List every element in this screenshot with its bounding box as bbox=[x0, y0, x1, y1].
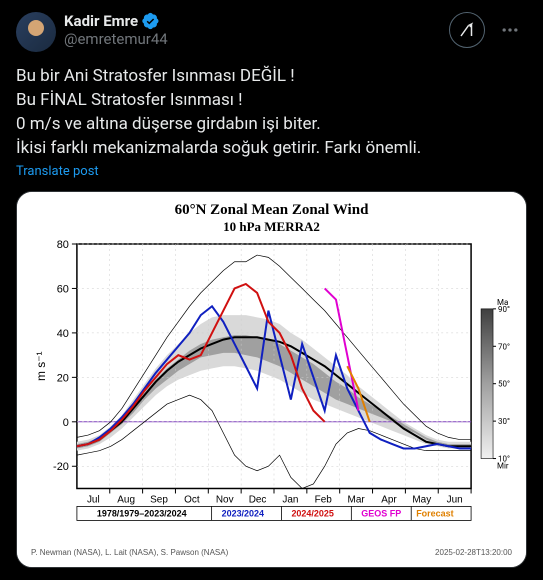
chart-title: 60°N Zonal Mean Zonal Wind bbox=[27, 202, 516, 219]
svg-text:Apr: Apr bbox=[381, 494, 397, 505]
svg-text:10°: 10° bbox=[498, 455, 510, 464]
svg-text:Sep: Sep bbox=[150, 494, 168, 505]
credit-right: 2025-02-28T13:20:00 bbox=[435, 548, 512, 557]
svg-text:50°: 50° bbox=[498, 380, 510, 389]
svg-text:40: 40 bbox=[57, 328, 69, 340]
svg-text:Jun: Jun bbox=[447, 494, 463, 505]
grok-icon[interactable] bbox=[449, 12, 485, 48]
tweet-header: Kadir Emre @emretemur44 bbox=[16, 12, 527, 52]
chart-subtitle: 10 hPa MERRA2 bbox=[27, 219, 516, 235]
svg-text:May: May bbox=[412, 494, 431, 505]
svg-text:30°: 30° bbox=[498, 417, 510, 426]
tweet-text: Bu bir Ani Stratosfer Isınması DEĞİL ! B… bbox=[16, 64, 527, 160]
svg-text:20: 20 bbox=[57, 372, 69, 384]
svg-text:Oct: Oct bbox=[184, 494, 200, 505]
svg-text:Aug: Aug bbox=[117, 494, 135, 505]
svg-text:Jul: Jul bbox=[87, 494, 100, 505]
translate-link[interactable]: Translate post bbox=[16, 164, 527, 179]
handle[interactable]: @emretemur44 bbox=[64, 30, 441, 48]
svg-text:70°: 70° bbox=[498, 342, 510, 351]
svg-text:Feb: Feb bbox=[315, 494, 333, 505]
avatar[interactable] bbox=[16, 12, 56, 52]
credit-left: P. Newman (NASA), L. Lait (NASA), S. Paw… bbox=[31, 548, 228, 557]
chart-image[interactable]: 60°N Zonal Mean Zonal Wind 10 hPa MERRA2… bbox=[16, 191, 527, 568]
tweet-container: Kadir Emre @emretemur44 Bu bir Ani Strat… bbox=[0, 0, 543, 580]
verified-badge-icon bbox=[142, 12, 160, 30]
header-actions bbox=[449, 12, 527, 48]
svg-text:-20: -20 bbox=[53, 461, 69, 473]
more-icon[interactable] bbox=[493, 13, 527, 47]
svg-text:Forecast: Forecast bbox=[416, 508, 453, 518]
svg-text:90°: 90° bbox=[498, 305, 510, 314]
svg-text:0: 0 bbox=[63, 417, 69, 429]
svg-text:2023/2024: 2023/2024 bbox=[222, 508, 264, 518]
svg-text:2024/2025: 2024/2025 bbox=[291, 508, 333, 518]
svg-text:Jan: Jan bbox=[282, 494, 298, 505]
svg-text:80: 80 bbox=[57, 239, 69, 251]
chart-plot: -20 0 20 40 60 80 Jul Aug Sep Oct Nov Dec Jan Feb Mar A… bbox=[27, 239, 516, 548]
svg-text:m s⁻¹: m s⁻¹ bbox=[34, 351, 48, 381]
svg-text:1978/1979–2023/2024: 1978/1979–2023/2024 bbox=[97, 508, 187, 518]
svg-text:Nov: Nov bbox=[216, 494, 234, 505]
svg-text:Dec: Dec bbox=[249, 494, 267, 505]
name-block: Kadir Emre @emretemur44 bbox=[64, 12, 441, 48]
svg-text:60: 60 bbox=[57, 283, 69, 295]
display-name[interactable]: Kadir Emre bbox=[64, 12, 138, 30]
svg-text:Mar: Mar bbox=[348, 494, 366, 505]
svg-text:GEOS FP: GEOS FP bbox=[361, 508, 401, 518]
